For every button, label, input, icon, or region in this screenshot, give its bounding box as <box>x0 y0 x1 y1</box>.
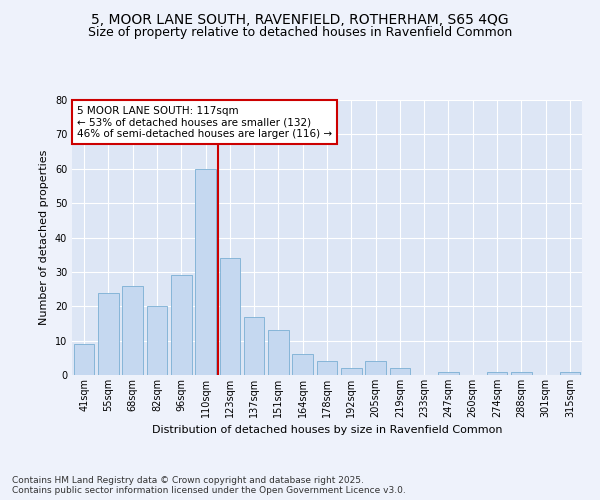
Bar <box>365 361 386 375</box>
Bar <box>171 276 191 375</box>
Text: 5 MOOR LANE SOUTH: 117sqm
← 53% of detached houses are smaller (132)
46% of semi: 5 MOOR LANE SOUTH: 117sqm ← 53% of detac… <box>77 106 332 138</box>
Bar <box>146 306 167 375</box>
Bar <box>389 368 410 375</box>
Y-axis label: Number of detached properties: Number of detached properties <box>39 150 49 325</box>
Bar <box>487 372 508 375</box>
X-axis label: Distribution of detached houses by size in Ravenfield Common: Distribution of detached houses by size … <box>152 426 502 436</box>
Bar <box>292 354 313 375</box>
Bar <box>122 286 143 375</box>
Text: Size of property relative to detached houses in Ravenfield Common: Size of property relative to detached ho… <box>88 26 512 39</box>
Bar <box>317 361 337 375</box>
Bar <box>98 292 119 375</box>
Bar <box>341 368 362 375</box>
Bar <box>244 316 265 375</box>
Text: Contains HM Land Registry data © Crown copyright and database right 2025.
Contai: Contains HM Land Registry data © Crown c… <box>12 476 406 495</box>
Bar <box>220 258 240 375</box>
Text: 5, MOOR LANE SOUTH, RAVENFIELD, ROTHERHAM, S65 4QG: 5, MOOR LANE SOUTH, RAVENFIELD, ROTHERHA… <box>91 12 509 26</box>
Bar <box>268 330 289 375</box>
Bar <box>438 372 459 375</box>
Bar <box>560 372 580 375</box>
Bar <box>195 169 216 375</box>
Bar <box>511 372 532 375</box>
Bar <box>74 344 94 375</box>
